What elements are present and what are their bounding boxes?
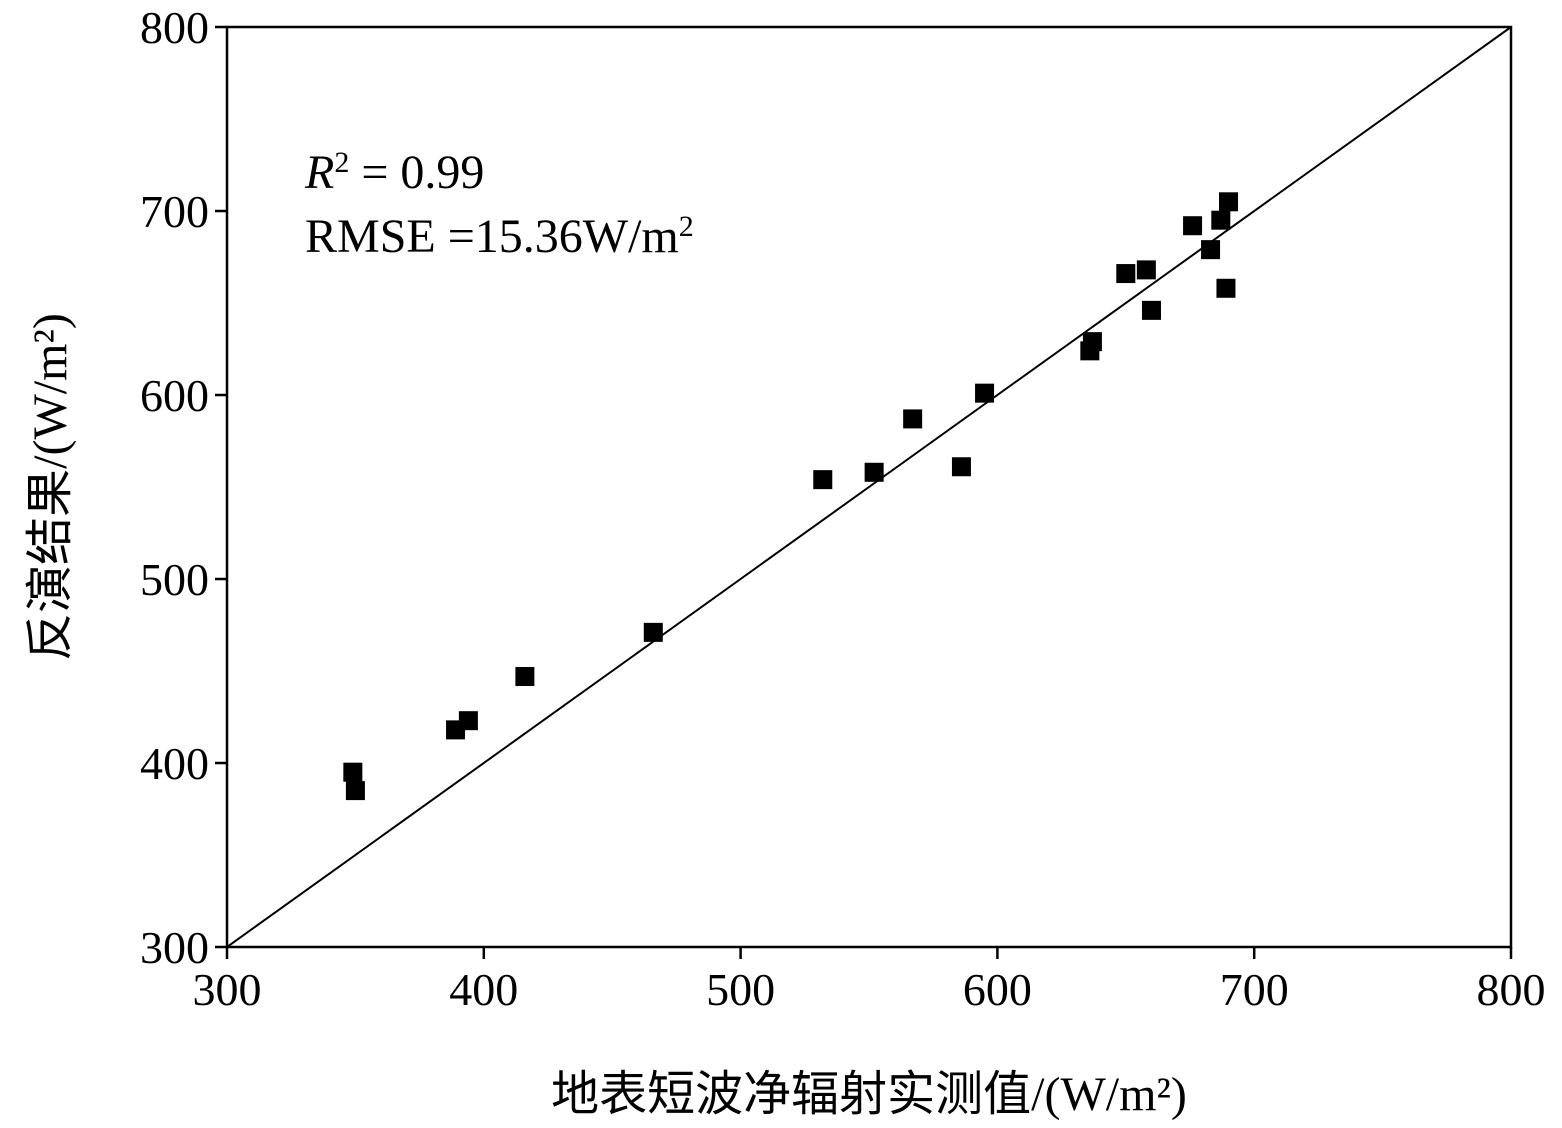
x-tick-label: 600 xyxy=(963,964,1032,1015)
plot-frame xyxy=(225,25,1513,949)
x-tick-label: 800 xyxy=(1477,964,1546,1015)
y-axis: 300 400 500 600 700 800 xyxy=(140,2,227,973)
y-tick-label: 500 xyxy=(140,554,209,605)
rmse-annotation: RMSE =15.36W/m2 xyxy=(305,210,694,264)
data-point xyxy=(1183,216,1203,236)
x-tick-label: 300 xyxy=(193,964,262,1015)
one-to-one-line xyxy=(226,26,1512,948)
data-point xyxy=(903,409,923,429)
r2-superscript: 2 xyxy=(334,146,349,179)
data-point xyxy=(515,667,535,687)
data-point xyxy=(1216,278,1236,298)
y-tick-label: 400 xyxy=(140,738,209,789)
r-squared-annotation: R2 = 0.99 xyxy=(304,146,484,200)
data-point xyxy=(1211,210,1231,230)
data-point xyxy=(1082,332,1102,352)
y-tick-label: 300 xyxy=(140,922,209,973)
data-point xyxy=(1136,260,1156,280)
data-point xyxy=(864,462,884,482)
r2-value: = 0.99 xyxy=(349,146,484,199)
data-point xyxy=(1141,300,1161,320)
x-tick-label: 500 xyxy=(706,964,775,1015)
y-axis-title: 反演结果/(W/m²) xyxy=(24,313,77,661)
data-point xyxy=(458,711,478,731)
x-tick-label: 700 xyxy=(1220,964,1289,1015)
data-point xyxy=(813,470,833,490)
data-point xyxy=(975,383,995,403)
y-tick-label: 700 xyxy=(140,186,209,237)
x-tick-label: 400 xyxy=(449,964,518,1015)
data-point xyxy=(1219,192,1239,212)
y-tick-label: 800 xyxy=(140,2,209,53)
data-point xyxy=(951,457,971,477)
x-axis: 300 400 500 600 700 800 xyxy=(193,947,1546,1015)
data-points xyxy=(343,192,1239,801)
data-point xyxy=(1116,264,1136,284)
rmse-text: RMSE =15.36W/m xyxy=(305,210,679,263)
r2-symbol: R xyxy=(304,146,334,199)
data-point xyxy=(643,622,663,642)
x-axis-title: 地表短波净辐射实测值/(W/m²) xyxy=(551,1068,1187,1121)
data-point xyxy=(343,762,363,782)
rmse-superscript: 2 xyxy=(679,210,694,243)
data-point xyxy=(345,781,365,801)
data-point xyxy=(1201,240,1221,260)
y-tick-label: 600 xyxy=(140,370,209,421)
